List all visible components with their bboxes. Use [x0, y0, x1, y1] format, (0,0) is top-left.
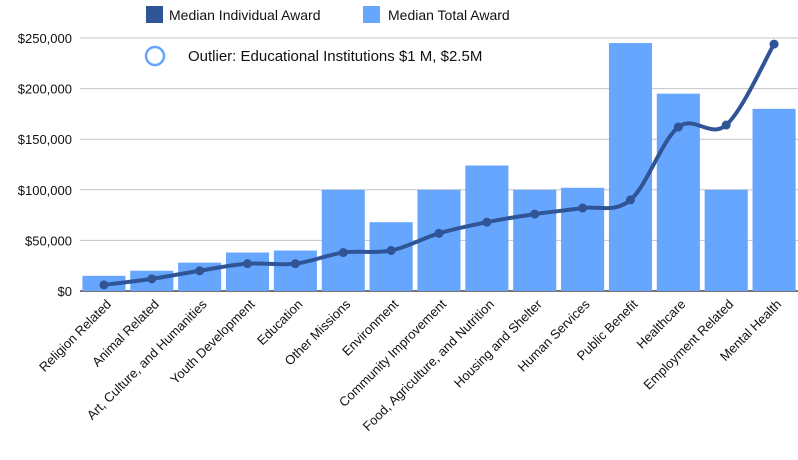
- bars: [82, 43, 796, 292]
- bar: [465, 165, 509, 291]
- line-point: [482, 217, 492, 227]
- outlier-annotation: Outlier: Educational Institutions $1 M, …: [144, 45, 482, 67]
- legend-label-individual: Median Individual Award: [169, 7, 321, 23]
- line-point: [195, 266, 205, 276]
- line-point: [721, 120, 731, 130]
- x-tick-label: Youth Development: [167, 296, 258, 387]
- x-tick-label: Employment Related: [640, 297, 736, 393]
- y-tick-label: $250,000: [18, 31, 72, 46]
- bar: [752, 108, 796, 291]
- legend-label-total: Median Total Award: [388, 7, 510, 23]
- line-point: [625, 195, 635, 205]
- bar: [225, 252, 270, 291]
- bar: [273, 250, 317, 291]
- bar: [321, 189, 365, 291]
- bar: [513, 189, 557, 291]
- outlier-marker-icon: [144, 45, 166, 67]
- bar: [704, 189, 748, 291]
- line-point: [434, 228, 444, 238]
- bar: [369, 222, 413, 291]
- y-tick-label: $0: [58, 284, 72, 299]
- median-individual-line: [99, 39, 779, 290]
- y-tick-label: $200,000: [18, 82, 72, 97]
- legend-swatch-total: [363, 6, 380, 23]
- x-tick-label: Housing and Shelter: [451, 296, 545, 390]
- line-point: [290, 259, 300, 269]
- line-point: [530, 209, 540, 219]
- line-point: [338, 248, 348, 258]
- line-point: [147, 274, 157, 284]
- bar: [608, 43, 653, 292]
- line-point: [578, 203, 588, 213]
- line-point: [99, 280, 109, 290]
- outlier-annotation-text: Outlier: Educational Institutions $1 M, …: [188, 48, 482, 65]
- legend: Median Individual Award Median Total Awa…: [146, 6, 510, 23]
- y-tick-label: $150,000: [18, 132, 72, 147]
- y-tick-label: $100,000: [18, 183, 72, 198]
- line-point: [386, 246, 396, 256]
- y-axis: $0 $50,000 $100,000 $150,000 $200,000 $250,00…: [18, 31, 72, 299]
- line-point: [243, 259, 253, 269]
- y-tick-label: $50,000: [25, 233, 72, 248]
- line-point: [673, 122, 683, 132]
- legend-swatch-individual: [146, 6, 163, 23]
- bar: [561, 187, 605, 291]
- line-point: [769, 39, 779, 49]
